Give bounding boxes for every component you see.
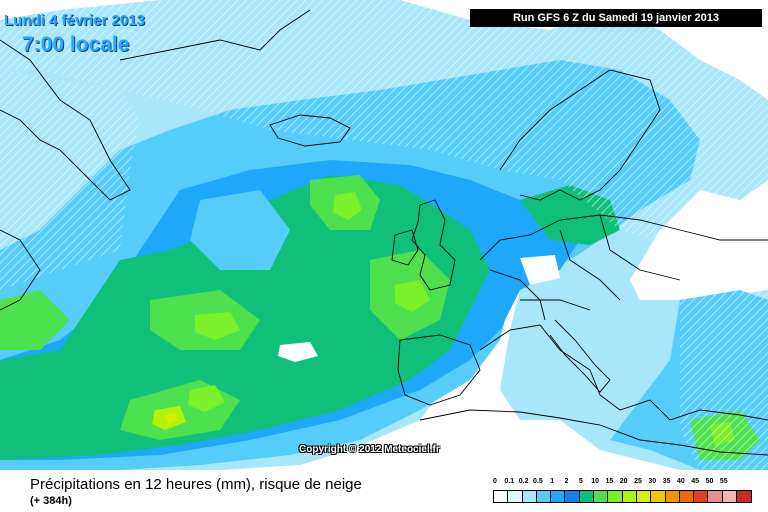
legend-swatch <box>665 491 680 502</box>
precip-area-green-6 <box>0 290 70 350</box>
legend-label: 0.5 <box>533 478 543 485</box>
greenland-coast <box>0 39 131 201</box>
precipitation-map <box>0 0 768 470</box>
legend-label: 30 <box>648 478 657 485</box>
uk-coast <box>411 199 456 291</box>
iceland-coast <box>269 114 351 147</box>
precip-area-blue-hole <box>190 190 290 270</box>
legend-label: 10 <box>591 478 599 485</box>
legend-swatch <box>636 491 652 502</box>
legend-labels: 0 0.1 0.2 0.5 1 2 5 10 15 20 25 30 35 40 45 50 55 <box>493 478 753 489</box>
ireland-coast <box>391 229 419 266</box>
dry-area-2 <box>520 255 560 285</box>
borders-europe <box>489 214 681 321</box>
model-run-label: Run GFS 6 Z du Samedi 19 janvier 2013 <box>470 9 762 27</box>
snow-risk-east <box>680 280 768 470</box>
copyright-notice: Copyright © 2012 Meteociel.fr <box>299 444 440 455</box>
legend-swatch <box>722 491 738 502</box>
color-legend: 0 0.1 0.2 0.5 1 2 5 10 15 20 25 30 35 40 45 50 55 <box>493 478 753 508</box>
legend-swatch <box>579 491 595 502</box>
mediterranean-coast <box>479 324 768 421</box>
legend-swatch <box>551 491 566 502</box>
legend-label: 35 <box>662 478 671 485</box>
legend-label: 55 <box>719 478 728 485</box>
precip-core-2 <box>395 280 430 312</box>
north-africa-coast <box>419 409 768 456</box>
legend-swatch <box>494 491 509 502</box>
legend-label: 15 <box>605 478 614 485</box>
precip-core-1 <box>333 192 362 220</box>
legend-label: 40 <box>676 478 685 485</box>
legend-label: 2 <box>564 478 569 485</box>
legend-swatch <box>708 491 723 502</box>
legend-swatch <box>565 491 580 502</box>
legend-swatch <box>679 491 695 502</box>
precip-core-6 <box>165 413 177 424</box>
iberia-coast <box>397 334 481 406</box>
legend-label: 5 <box>578 478 583 485</box>
legend-label: 0.2 <box>518 478 529 485</box>
legend-color-bar <box>493 490 753 503</box>
legend-label: 50 <box>705 478 714 485</box>
legend-swatch <box>522 491 537 502</box>
greenland-north <box>119 9 311 61</box>
legend-swatch <box>651 491 666 502</box>
precip-core-4 <box>188 385 225 412</box>
legend-swatch <box>594 491 609 502</box>
legend-label: 25 <box>634 478 642 485</box>
legend-swatch <box>737 491 752 502</box>
legend-label: 45 <box>691 478 700 485</box>
forecast-date: Lundi 4 février 2013 <box>4 12 145 29</box>
coastlines <box>0 9 768 456</box>
precip-core-3 <box>195 312 240 340</box>
legend-label: 1 <box>550 478 555 485</box>
legend-label: 0 <box>493 478 497 485</box>
legend-swatch <box>622 491 637 502</box>
labrador-coast <box>0 229 41 311</box>
legend-label: 20 <box>619 478 628 485</box>
legend-swatch <box>608 491 623 502</box>
scandinavia-coast <box>499 69 661 201</box>
snow-risk-atlantic <box>0 70 140 290</box>
legend-label: 0.1 <box>504 478 515 485</box>
dry-area-1 <box>278 342 318 362</box>
map-title: Précipitations en 12 heures (mm), risque… <box>30 476 362 493</box>
forecast-lead-time: (+ 384h) <box>30 495 72 507</box>
legend-swatch <box>508 491 523 502</box>
legend-swatch <box>694 491 709 502</box>
snow-risk-north <box>0 0 768 240</box>
legend-swatch <box>536 491 552 502</box>
italy-coast <box>549 319 611 393</box>
forecast-time: 7:00 locale <box>22 33 130 56</box>
